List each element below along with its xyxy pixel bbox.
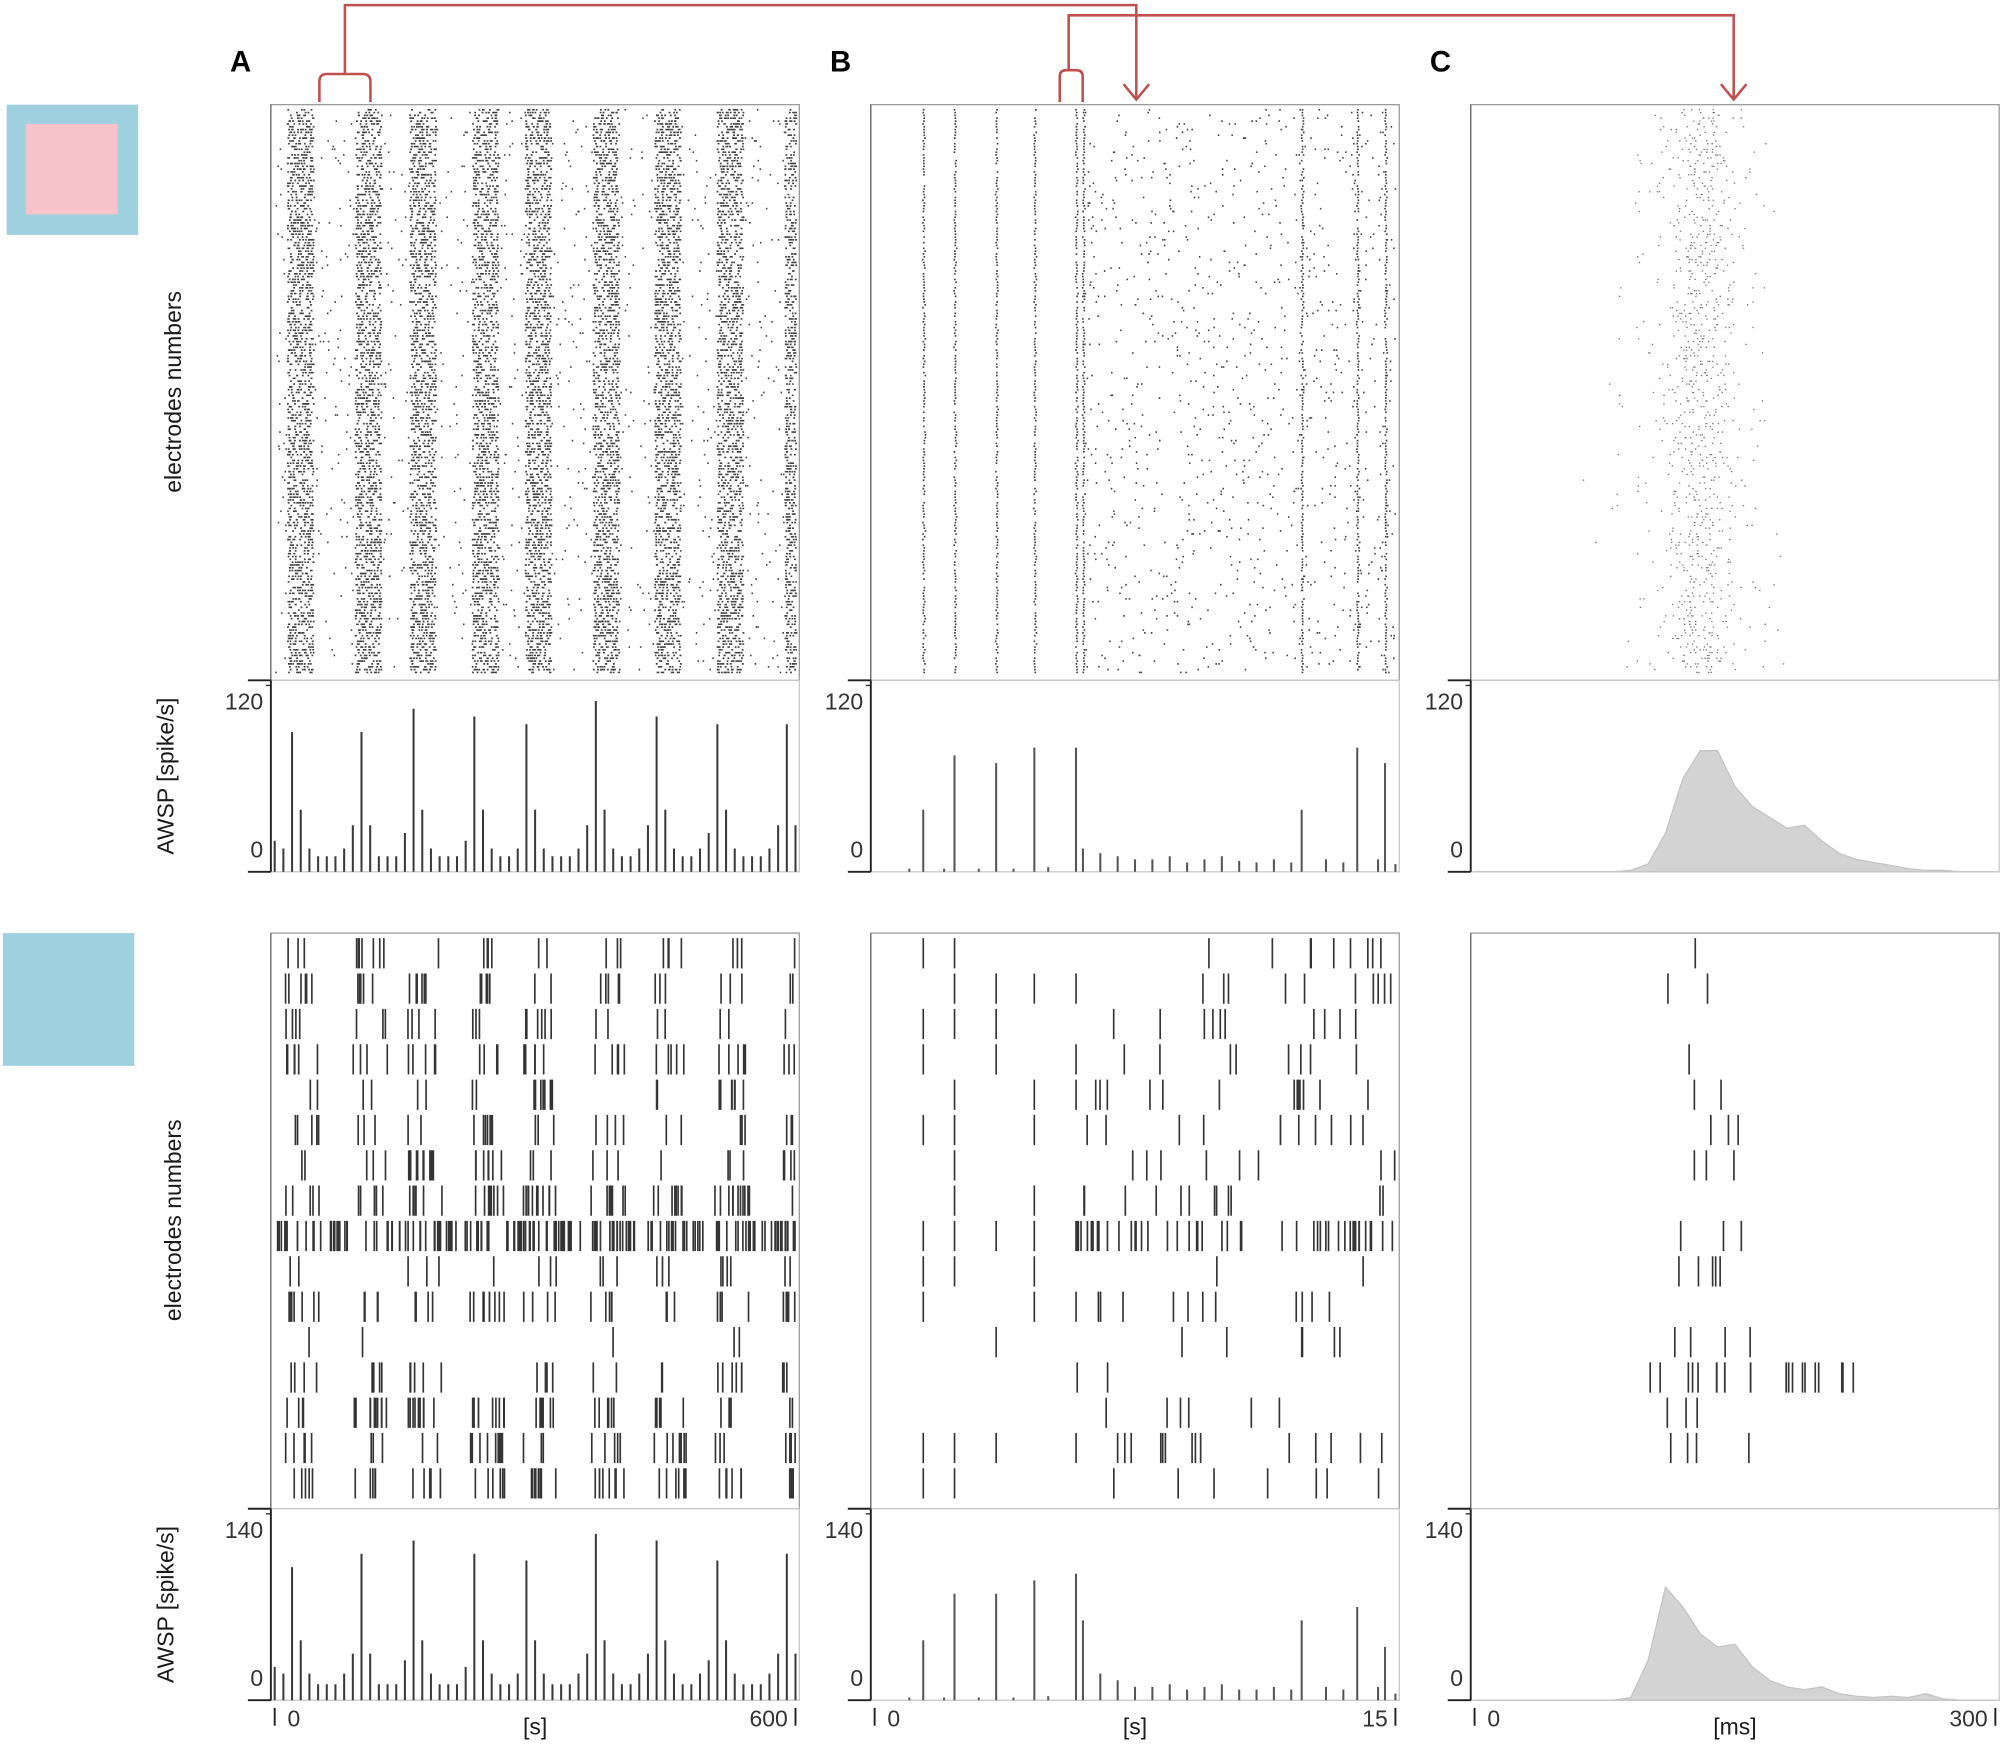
y-tick-label: 140 — [1425, 1517, 1463, 1543]
raster-frame — [870, 104, 1400, 681]
y-tick-label: 140 — [225, 1517, 263, 1543]
panel-letter: C — [1430, 46, 1451, 79]
raster-frame — [1470, 104, 2000, 681]
y-tick-label: 120 — [1425, 688, 1463, 714]
x-tick-label: 300 — [1949, 1706, 1987, 1732]
raster-texture — [276, 938, 796, 1499]
rate-ylabel: AWSP [spike/s] — [153, 1526, 179, 1683]
x-tick-label: 0 — [1487, 1706, 1500, 1732]
x-axis-label: [ms] — [1713, 1713, 1756, 1739]
raster-texture — [1649, 938, 1855, 1464]
rate-frame — [870, 1508, 1400, 1701]
raster-texture — [922, 938, 1396, 1499]
raster-texture — [1582, 109, 1785, 674]
raster-ylabel: electrodes numbers — [160, 291, 186, 493]
raster-ylabel: electrodes numbers — [160, 1119, 186, 1321]
raster-texture — [921, 108, 1397, 674]
icon-top — [6, 104, 139, 235]
y-tick-label: 120 — [225, 688, 263, 714]
x-tick-label: 15 — [1362, 1706, 1388, 1732]
rate-area — [1474, 750, 1996, 873]
x-tick-label: 0 — [887, 1706, 900, 1732]
rate-area — [1474, 1585, 1996, 1701]
panel-letter: B — [830, 46, 851, 79]
x-axis-label: [s] — [523, 1713, 547, 1739]
y-tick-label: 0 — [850, 1665, 863, 1691]
zoom-arrows — [318, 3, 1748, 103]
x-tick-label: 0 — [287, 1706, 300, 1732]
y-tick-label: 0 — [1450, 836, 1463, 862]
y-tick-label: 120 — [825, 688, 863, 714]
rate-frame — [870, 679, 1400, 873]
y-tick-label: 140 — [825, 1517, 863, 1543]
rate-ylabel: AWSP [spike/s] — [153, 698, 179, 855]
raster-frame — [1470, 932, 2000, 1510]
y-tick-label: 0 — [250, 836, 263, 862]
y-tick-label: 0 — [850, 836, 863, 862]
panel-letter: A — [230, 46, 251, 79]
y-tick-label: 0 — [1450, 1665, 1463, 1691]
y-tick-label: 0 — [250, 1665, 263, 1691]
raster-texture — [275, 108, 798, 674]
rate-frame — [270, 1508, 800, 1701]
x-axis-label: [s] — [1123, 1713, 1147, 1739]
icon-bottom — [2, 933, 135, 1066]
x-tick-label: 600 — [750, 1706, 788, 1732]
